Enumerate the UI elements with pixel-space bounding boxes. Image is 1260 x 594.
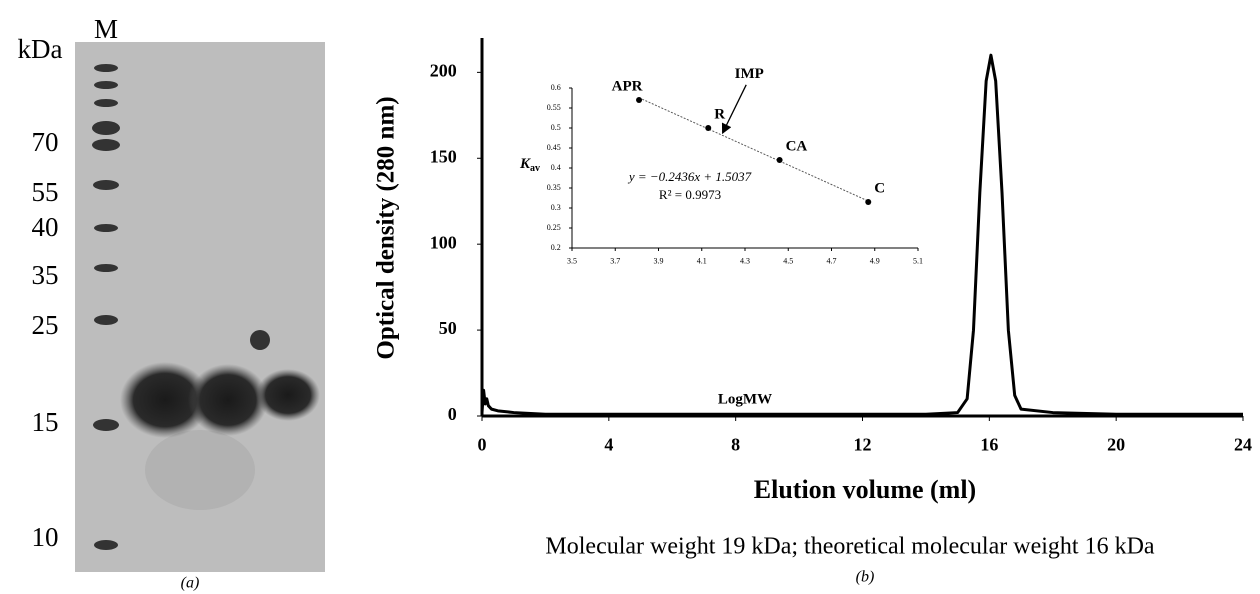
marker-label: 15 [32, 407, 59, 437]
x-tick-label: 3.5 [567, 256, 577, 265]
marker-label: 40 [32, 212, 59, 242]
point [705, 125, 712, 131]
y-tick-label: 150 [430, 146, 457, 166]
point-label: APR [612, 78, 643, 94]
y-tick-label: 0.25 [547, 223, 561, 232]
x-tick-label: 8 [731, 435, 740, 455]
marker-label: 70 [32, 127, 59, 157]
inset-y-title-main: K [519, 156, 531, 172]
band [250, 330, 270, 350]
point-label: R [714, 106, 725, 122]
inset-y-title: Kav [519, 156, 540, 174]
y-axis-title: Optical density (280 nm) [373, 96, 400, 359]
y-tick-label: 50 [439, 318, 457, 338]
y-tick-label: 0.4 [551, 163, 561, 172]
band [188, 364, 268, 436]
smear [145, 430, 255, 510]
panel-caption: (b) [856, 569, 875, 586]
panel-caption: (a) [181, 575, 200, 592]
x-tick-label: 4.9 [870, 256, 880, 265]
trendline [638, 97, 869, 202]
y-tick-label: 0.3 [551, 203, 561, 212]
x-tick-label: 3.9 [654, 256, 664, 265]
point [776, 157, 783, 163]
annotation: IMP [735, 66, 764, 82]
marker-bands [92, 64, 120, 550]
point-label: C [874, 180, 885, 196]
annotation-arrow [721, 84, 747, 135]
caption: Molecular weight 19 kDa; theoretical mol… [545, 534, 1154, 560]
equation: y = −0.2436x + 1.5037 [627, 169, 752, 184]
chromatogram-line [480, 53, 1243, 416]
x-tick-label: 4.3 [740, 256, 750, 265]
y-tick-label: 0.45 [547, 143, 561, 152]
x-tick-label: 0 [478, 435, 487, 455]
marker-label: 25 [32, 310, 59, 340]
point-label: CA [786, 138, 808, 154]
gel-panel: M kDa 70 55 40 35 25 15 10 (a) [18, 14, 325, 592]
marker-label: 10 [32, 522, 59, 552]
point [865, 199, 872, 205]
x-tick-label: 3.7 [610, 256, 620, 265]
x-tick-label: 4.5 [783, 256, 793, 265]
y-tick-label: 0.5 [551, 123, 561, 132]
x-tick-label: 12 [854, 435, 872, 455]
y-tick-label: 100 [430, 232, 457, 252]
x-tick-label: 20 [1107, 435, 1125, 455]
x-tick-label: 4.7 [827, 256, 837, 265]
x-tick-label: 4.1 [697, 256, 707, 265]
x-axis-title: Elution volume (ml) [754, 475, 976, 504]
marker-label: 35 [32, 260, 59, 290]
lane-label: M [94, 14, 118, 44]
y-tick-label: 0 [448, 404, 457, 424]
r-squared: R² = 0.9973 [659, 187, 721, 202]
y-tick-label: 0.55 [547, 103, 561, 112]
x-tick-label: 4 [604, 435, 613, 455]
band [120, 362, 210, 438]
band [256, 369, 320, 421]
y-tick-label: 200 [430, 60, 457, 80]
x-tick-label: 24 [1234, 435, 1252, 455]
marker-label: 55 [32, 177, 59, 207]
x-tick-label: 5.1 [913, 256, 923, 265]
x-tick-label: 16 [980, 435, 998, 455]
inset-y-title-sub: av [530, 163, 540, 174]
point [636, 97, 643, 103]
unit-label: kDa [18, 34, 63, 64]
inset-x-title: LogMW [718, 391, 772, 407]
y-tick-label: 0.35 [547, 183, 561, 192]
y-tick-label: 0.6 [551, 83, 561, 92]
y-tick-label: 0.2 [551, 243, 561, 252]
